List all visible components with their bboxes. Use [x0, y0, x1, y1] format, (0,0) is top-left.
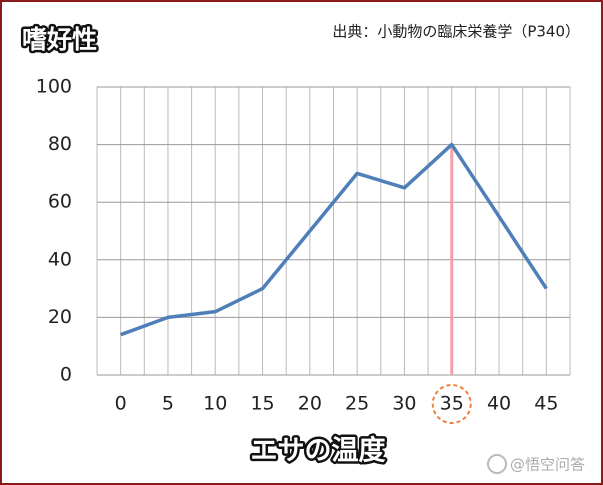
y-tick-label: 20 — [48, 306, 72, 328]
x-tick-label: 10 — [203, 393, 227, 415]
x-tick-label: 35 — [440, 393, 464, 415]
y-tick-label: 100 — [36, 76, 72, 98]
x-tick-label: 40 — [487, 393, 511, 415]
watermark-logo — [487, 454, 507, 474]
y-tick-label: 60 — [48, 191, 72, 213]
x-tick-label: 30 — [392, 393, 416, 415]
y-tick-label: 80 — [48, 133, 72, 155]
x-axis-label: エサの温度 — [251, 435, 386, 467]
y-tick-label: 40 — [48, 248, 72, 270]
watermark: @悟空问答 — [510, 456, 585, 474]
x-tick-label: 15 — [250, 393, 274, 415]
x-tick-label: 20 — [298, 393, 322, 415]
source-note: 出典：小動物の臨床栄養学（P340） — [332, 23, 580, 41]
y-tick-label: 0 — [60, 364, 72, 386]
chart-title: 嗜好性 — [22, 25, 97, 54]
x-tick-label: 0 — [115, 393, 127, 415]
x-tick-label: 5 — [162, 393, 174, 415]
data-line — [120, 142, 548, 337]
x-tick-label: 25 — [345, 393, 369, 415]
highlight-circle — [431, 384, 472, 424]
x-tick-label: 45 — [534, 393, 558, 415]
